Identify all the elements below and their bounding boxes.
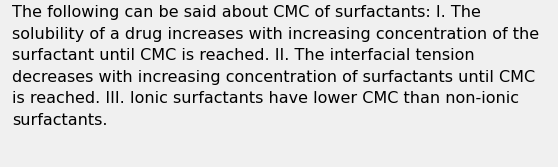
Text: The following can be said about CMC of surfactants: I. The
solubility of a drug : The following can be said about CMC of s… (12, 5, 540, 128)
